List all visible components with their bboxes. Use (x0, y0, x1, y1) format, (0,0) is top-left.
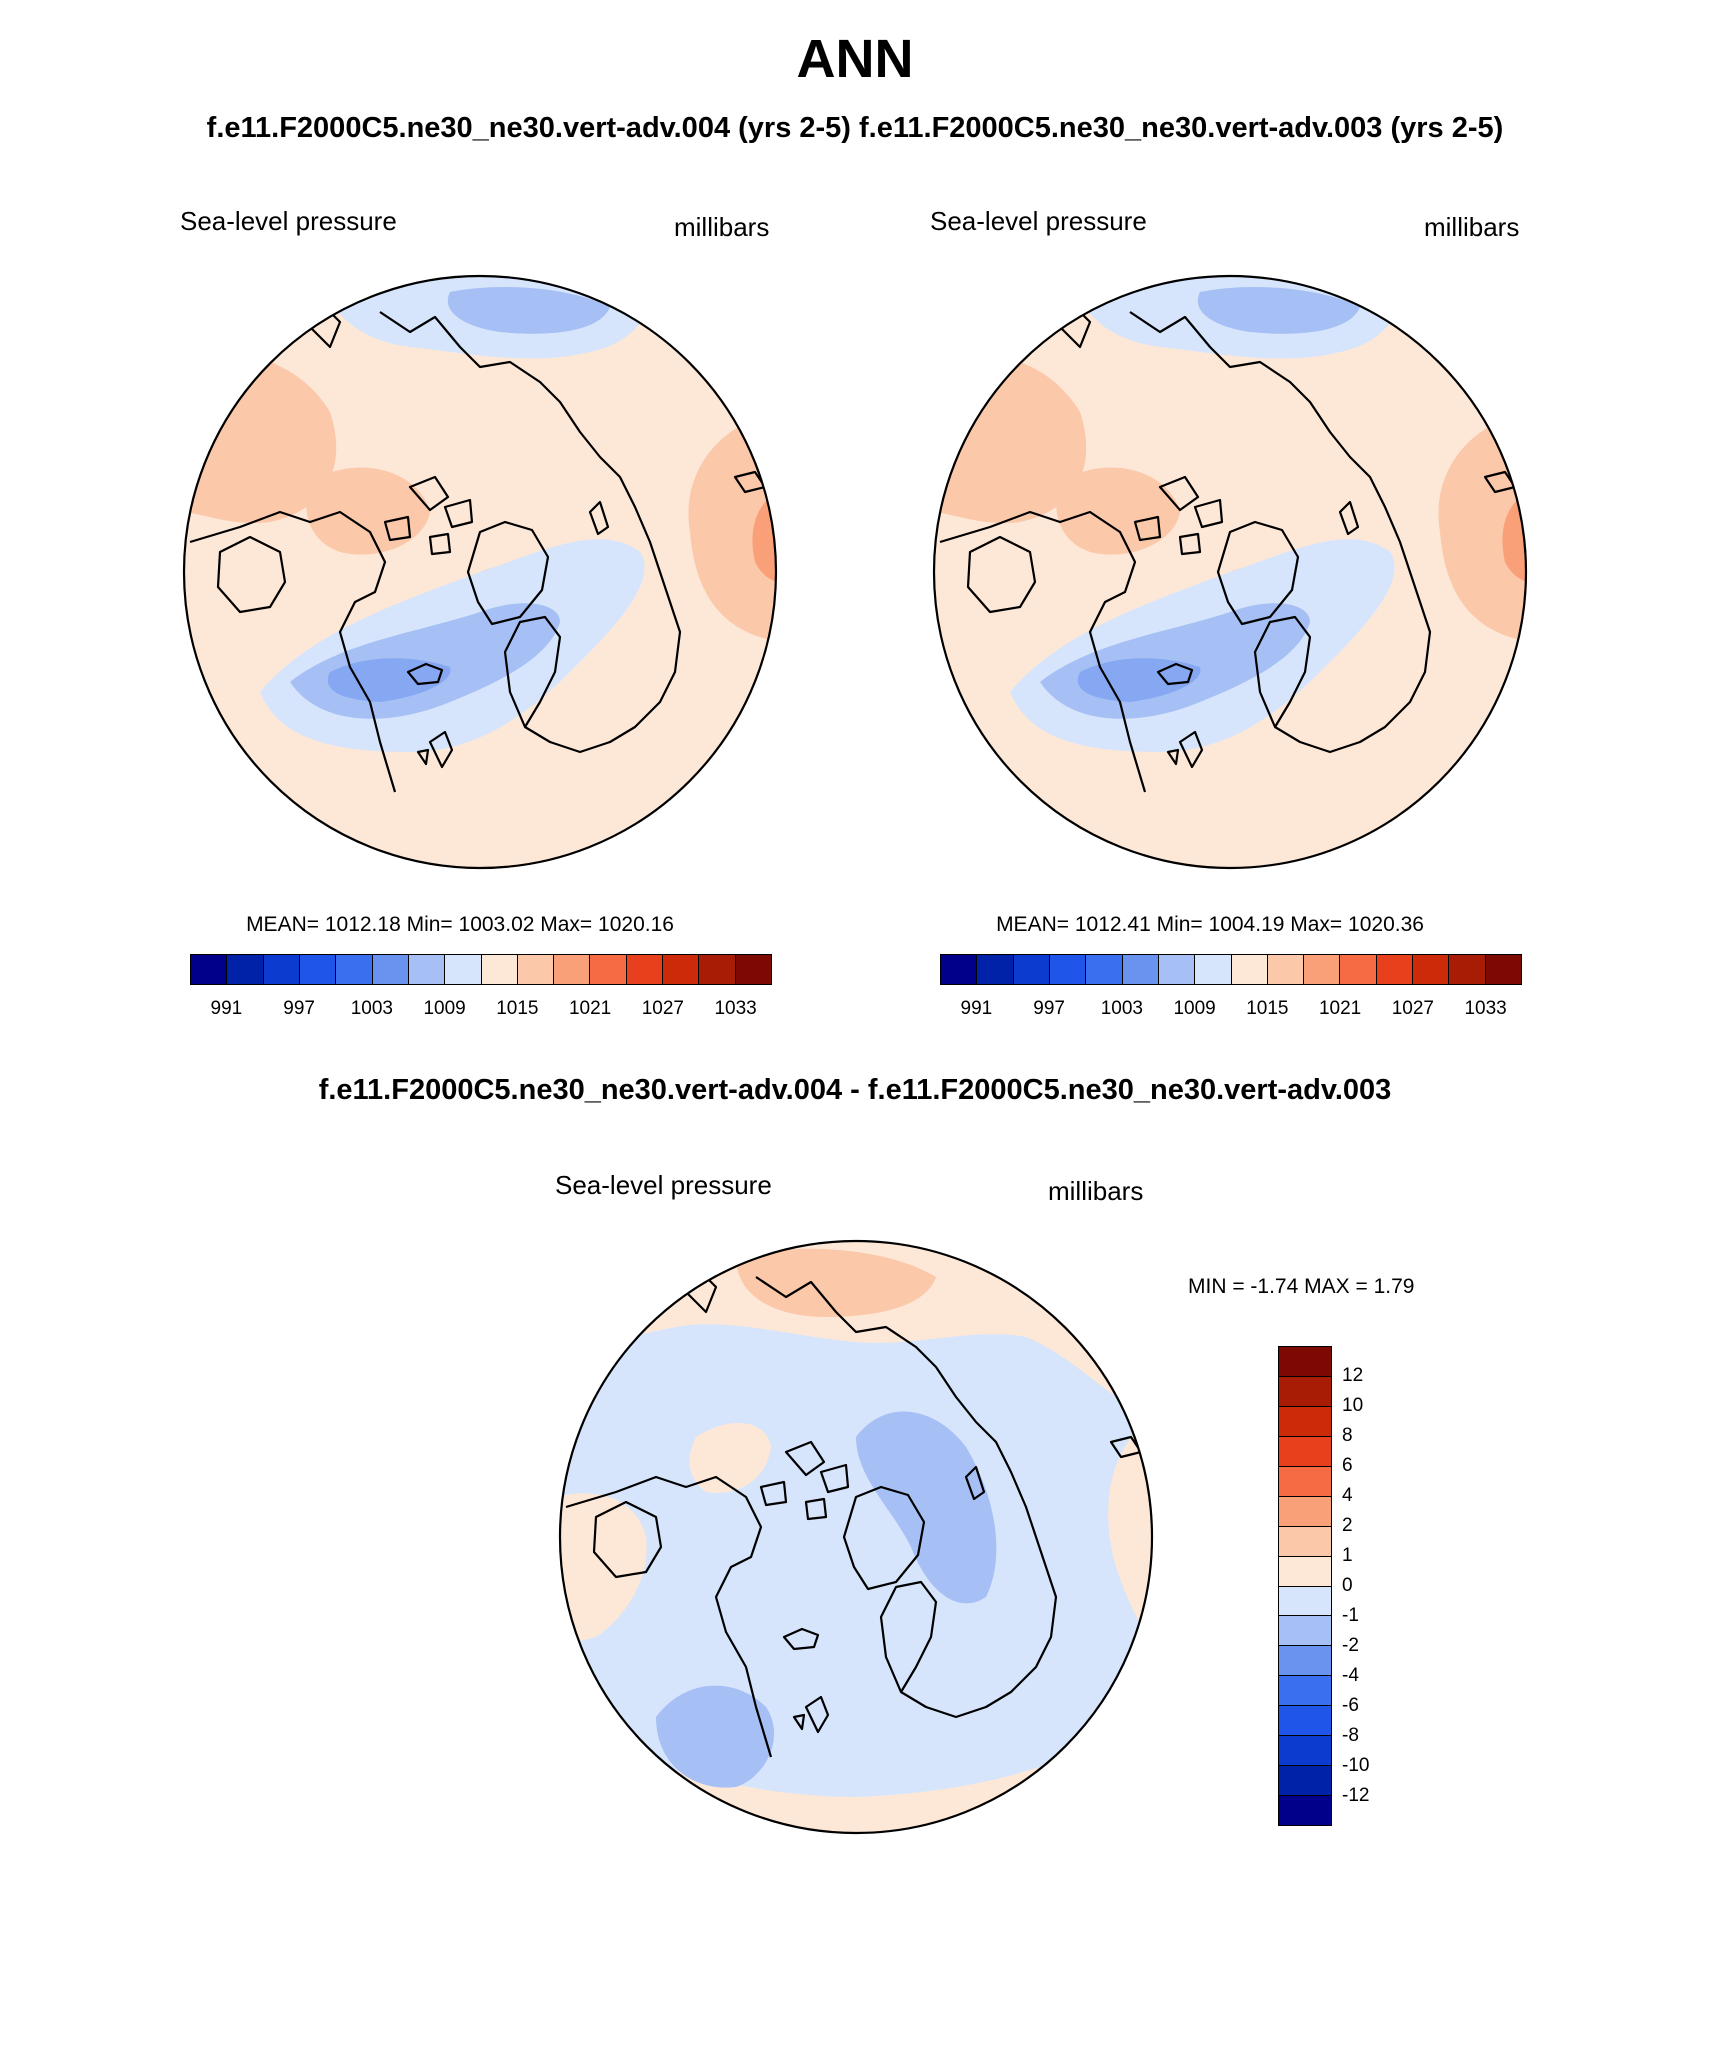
colorbar-segment (699, 955, 736, 984)
colorbar-segment (1340, 955, 1377, 984)
colorbar-segment (1049, 955, 1087, 984)
colorbar-segment (481, 955, 518, 984)
colorbar-tick-label: 1003 (1100, 998, 1144, 1019)
panel1-units-label: millibars (674, 212, 770, 242)
colorbar-segment (1279, 1766, 1331, 1797)
panel1-polar-map (182, 274, 778, 870)
colorbar-tick-label: 1003 (350, 998, 394, 1019)
difference-polar-map (558, 1239, 1154, 1835)
colorbar-tick-label: -6 (1342, 1695, 1359, 1716)
colorbar-segment (336, 955, 373, 984)
colorbar-segment (1279, 1646, 1331, 1677)
panel2-units-label: millibars (1424, 212, 1520, 242)
colorbar-segment (517, 955, 555, 984)
colorbar-tick-label: 991 (210, 998, 243, 1019)
colorbar-segment (1013, 955, 1050, 984)
colorbar-tick-label: -1 (1342, 1605, 1359, 1626)
colorbar-segment (1267, 955, 1305, 984)
colorbar-tick-label: 1015 (496, 998, 539, 1019)
colorbar-tick-label: 8 (1342, 1425, 1353, 1446)
case-subtitle: f.e11.F2000C5.ne30_ne30.vert-adv.004 (yr… (206, 112, 1504, 144)
colorbar-tick-label: 6 (1342, 1455, 1353, 1476)
colorbar-tick-label: 1021 (1318, 998, 1362, 1019)
figure-title: ANN (796, 29, 914, 89)
colorbar-segment (299, 955, 337, 984)
colorbar-segment (1279, 1496, 1331, 1527)
panel2-variable-label: Sea-level pressure (930, 206, 1147, 236)
colorbar-tick-label: 10 (1342, 1395, 1364, 1416)
colorbar-segment (626, 955, 664, 984)
colorbar-segment (372, 955, 409, 984)
colorbar-segment (977, 955, 1014, 984)
colorbar-segment (1376, 955, 1414, 984)
colorbar-tick-label: 991 (960, 998, 993, 1019)
colorbar-segment (445, 955, 482, 984)
colorbar-segment (1195, 955, 1232, 984)
panel1-variable-label: Sea-level pressure (180, 206, 397, 236)
colorbar-segment (1122, 955, 1159, 984)
colorbar-segment (1279, 1526, 1331, 1557)
colorbar-tick-label: 997 (1033, 998, 1065, 1019)
colorbar-segment (191, 955, 228, 984)
colorbar-segment (263, 955, 300, 984)
colorbar-tick-label: -2 (1342, 1635, 1359, 1656)
colorbar-segment (554, 955, 591, 984)
colorbar-tick-label: 0 (1342, 1575, 1353, 1596)
colorbar-segment (1413, 955, 1450, 984)
colorbar-tick-label: 1 (1342, 1545, 1353, 1566)
colorbar-tick-label: 1027 (641, 998, 685, 1019)
colorbar-tick-label: -12 (1342, 1785, 1370, 1806)
colorbar-tick-label: 4 (1342, 1485, 1353, 1506)
colorbar-segment (1279, 1376, 1331, 1407)
colorbar-tick-label: 1027 (1391, 998, 1435, 1019)
colorbar-segment (1279, 1556, 1331, 1587)
difference-title: f.e11.F2000C5.ne30_ne30.vert-adv.004 - f… (318, 1074, 1392, 1106)
panel2-stats: MEAN= 1012.41 Min= 1004.19 Max= 1020.36 (996, 913, 1424, 936)
colorbar-segment (1086, 955, 1123, 984)
colorbar-tick-label: 1009 (423, 998, 466, 1019)
colorbar-tick-label: 1033 (714, 998, 757, 1019)
colorbar-segment (1279, 1796, 1331, 1825)
colorbar-segment (1279, 1466, 1331, 1497)
colorbar-segment (735, 955, 771, 984)
colorbar-tick-label: 1009 (1173, 998, 1216, 1019)
colorbar-tick-label: 12 (1342, 1365, 1364, 1386)
panel3-variable-label: Sea-level pressure (555, 1170, 772, 1200)
colorbar-segment (1279, 1736, 1331, 1767)
panel1-colorbar (190, 954, 772, 985)
colorbar-segment (590, 955, 627, 984)
colorbar-tick-label: 2 (1342, 1515, 1353, 1536)
colorbar-segment (1279, 1347, 1331, 1377)
colorbar-segment (1158, 955, 1196, 984)
colorbar-segment (941, 955, 978, 984)
colorbar-segment (227, 955, 264, 984)
colorbar-segment (1231, 955, 1268, 984)
colorbar-tick-label: 1033 (1464, 998, 1507, 1019)
panel2-polar-map (932, 274, 1528, 870)
colorbar-segment (1279, 1616, 1331, 1647)
panel3-units-label: millibars (1048, 1176, 1144, 1206)
colorbar-tick-label: -4 (1342, 1665, 1359, 1686)
colorbar-segment (408, 955, 446, 984)
colorbar-segment (663, 955, 700, 984)
colorbar-segment (1449, 955, 1486, 984)
colorbar-tick-label: 1015 (1246, 998, 1289, 1019)
colorbar-segment (1304, 955, 1341, 984)
colorbar-segment (1279, 1436, 1331, 1467)
panel2-colorbar (940, 954, 1522, 985)
colorbar-tick-label: -10 (1342, 1755, 1370, 1776)
colorbar-segment (1279, 1586, 1331, 1617)
colorbar-segment (1279, 1676, 1331, 1707)
colorbar-tick-label: 997 (283, 998, 315, 1019)
colorbar-tick-label: -8 (1342, 1725, 1359, 1746)
colorbar-segment (1279, 1406, 1331, 1437)
colorbar-segment (1485, 955, 1521, 984)
difference-stats: MIN = -1.74 MAX = 1.79 (1188, 1275, 1415, 1298)
colorbar-segment (1279, 1706, 1331, 1737)
colorbar-tick-label: 1021 (568, 998, 612, 1019)
difference-colorbar (1278, 1346, 1332, 1826)
panel1-stats: MEAN= 1012.18 Min= 1003.02 Max= 1020.16 (246, 913, 674, 936)
